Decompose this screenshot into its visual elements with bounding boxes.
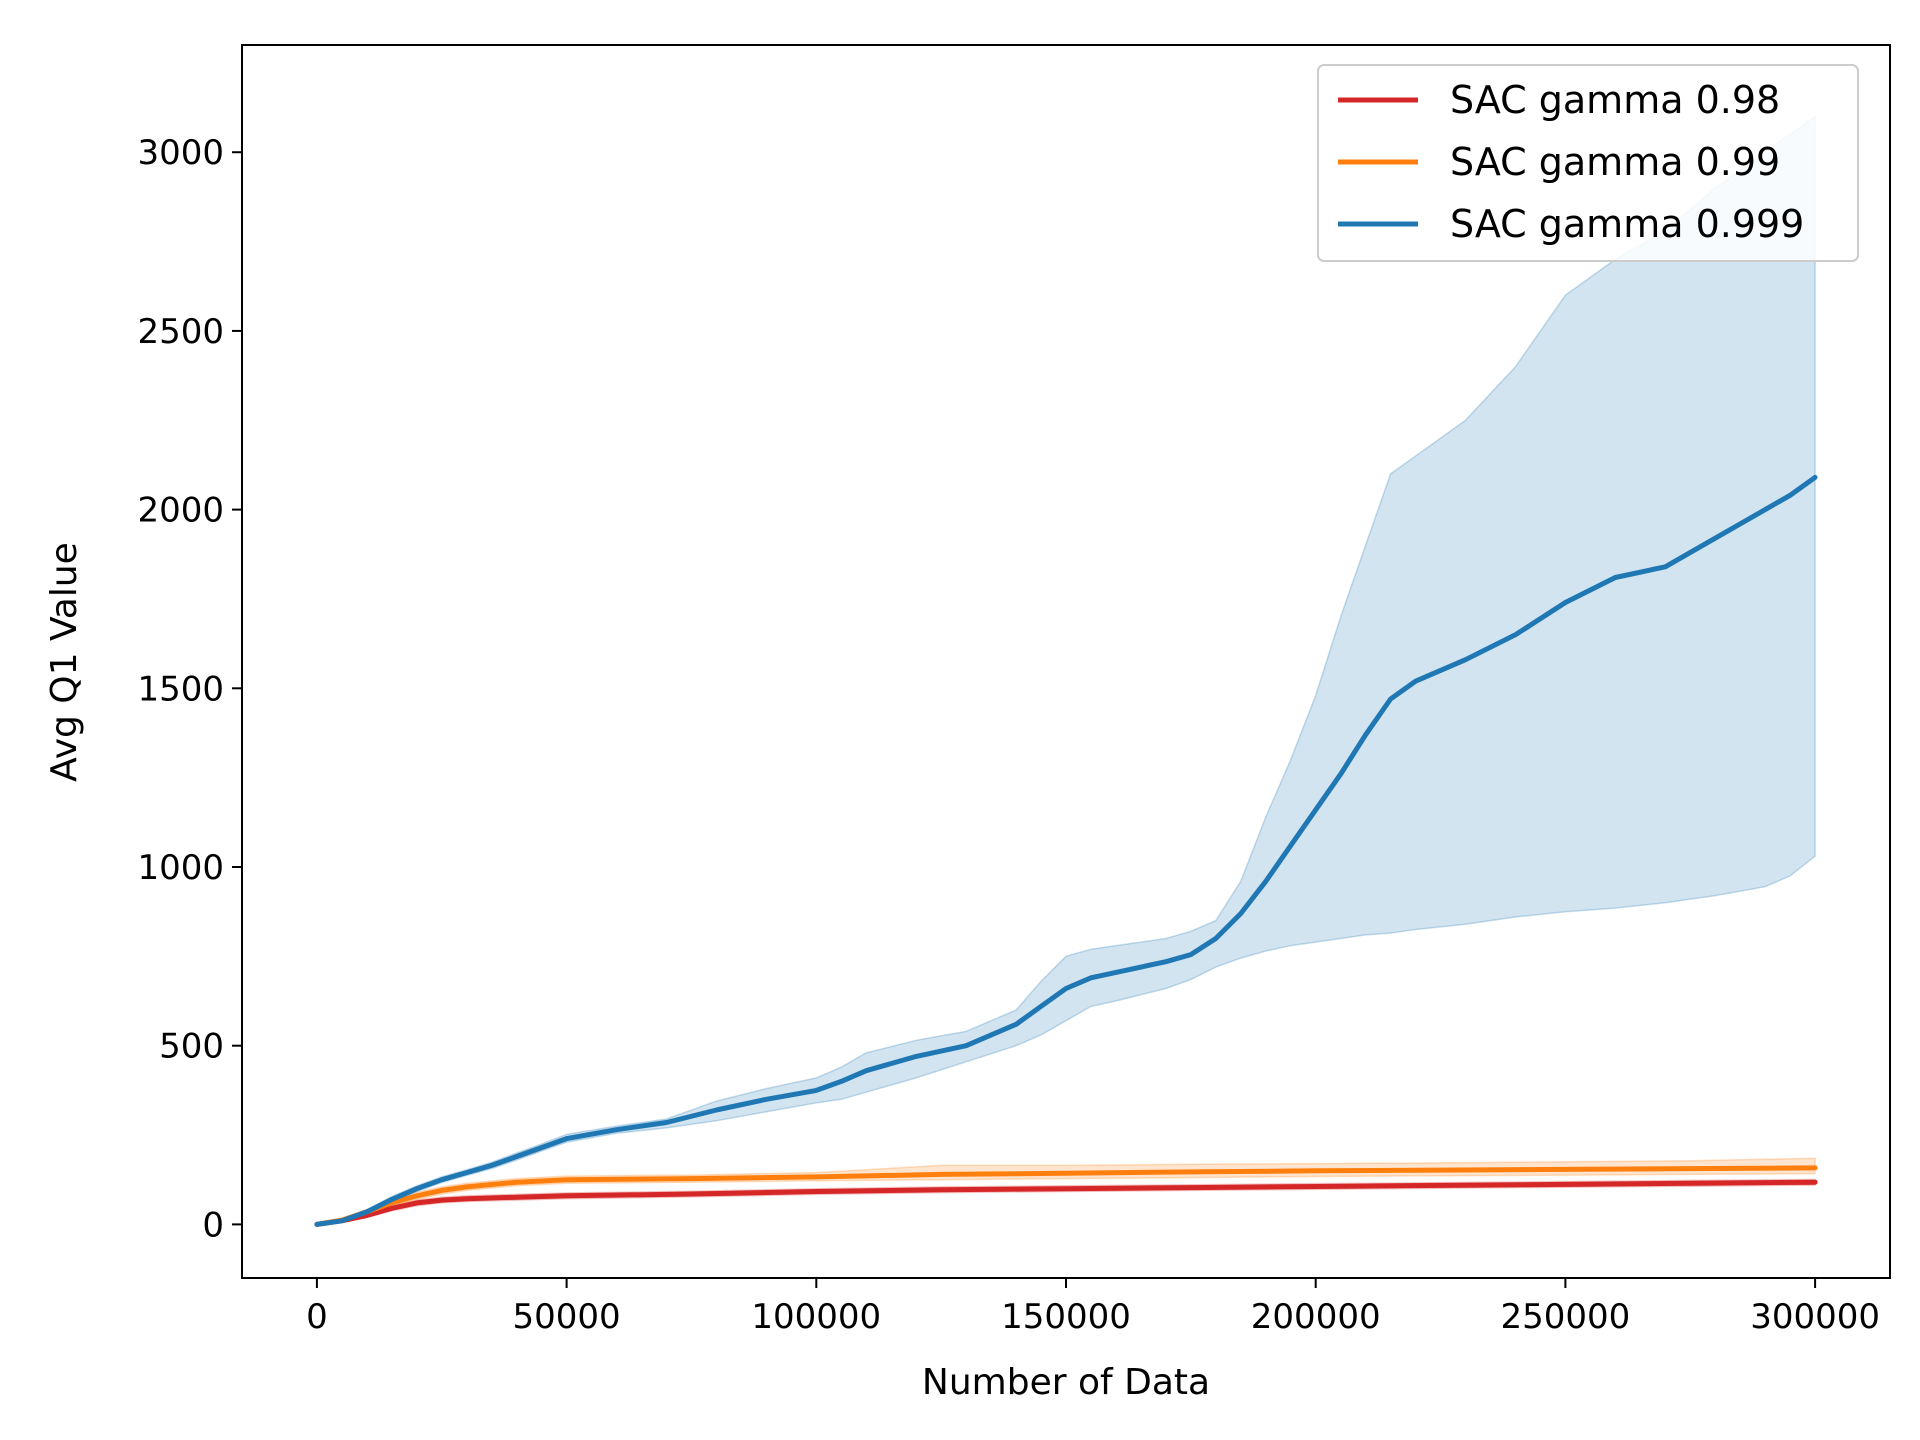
y-tick-label: 3000: [137, 133, 224, 173]
y-tick-label: 2000: [137, 491, 224, 531]
line-sac-gamma-0-99: [314, 1165, 1818, 1227]
legend-box: [1317, 64, 1859, 262]
y-tick-label: 1500: [137, 669, 224, 709]
y-tick-label: 500: [159, 1027, 224, 1067]
x-tick-label: 200000: [1251, 1297, 1381, 1337]
x-tick-label: 0: [306, 1297, 328, 1337]
series-lines: [314, 474, 1818, 1227]
legend-label: SAC gamma 0.999: [1450, 202, 1804, 246]
line-sac-gamma-0-98: [314, 1179, 1818, 1227]
legend-label: SAC gamma 0.99: [1450, 140, 1780, 184]
x-tick-label: 100000: [751, 1297, 881, 1337]
legend: SAC gamma 0.98 SAC gamma 0.99 SAC gamma 0.…: [1317, 64, 1859, 262]
y-tick-label: 0: [202, 1205, 224, 1245]
x-tick-label: 300000: [1750, 1297, 1880, 1337]
y-tick-label: 1000: [137, 848, 224, 888]
line-sac-gamma-0-999: [314, 474, 1818, 1227]
x-axis-ticks: 0 50000 100000 150000 200000 250000 300000: [306, 1278, 1880, 1337]
x-tick-label: 250000: [1500, 1297, 1630, 1337]
y-axis-ticks: 0 500 1000 1500 2000 2500 3000: [137, 133, 242, 1245]
band-sac-gamma-0-999: [316, 115, 1816, 1226]
x-axis-label: Number of Data: [922, 1362, 1210, 1403]
x-tick-label: 150000: [1001, 1297, 1131, 1337]
legend-label: SAC gamma 0.98: [1450, 78, 1780, 122]
y-tick-label: 2500: [137, 312, 224, 352]
x-tick-label: 50000: [513, 1297, 621, 1337]
y-axis-label: Avg Q1 Value: [44, 542, 85, 782]
